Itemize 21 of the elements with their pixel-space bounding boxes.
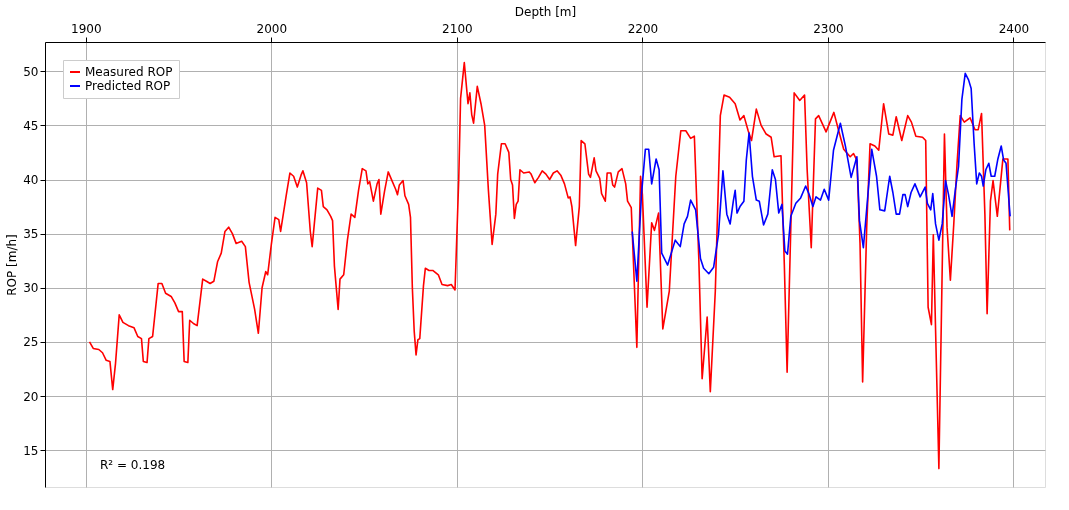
x-axis-title: Depth [m] (514, 4, 577, 19)
y-tick-label: 15 (23, 443, 39, 458)
legend-label: Measured ROP (85, 65, 173, 79)
annotation: R² = 0.198 (100, 458, 166, 472)
line-series (631, 72, 1011, 283)
y-tick-label: 20 (23, 389, 39, 404)
x-tick-label: 2100 (442, 21, 473, 36)
y-tick-label: 30 (23, 281, 39, 296)
line-series (88, 61, 1011, 470)
y-tick-label: 45 (23, 118, 39, 133)
x-tick-label: 2300 (813, 21, 844, 36)
y-tick-label: 35 (23, 227, 39, 242)
y-tick-label: 50 (23, 64, 39, 79)
x-tick-label: 2200 (627, 21, 659, 36)
y-tick-label: 25 (23, 335, 39, 350)
legend-label: Predicted ROP (85, 79, 171, 93)
y-tick-label: 40 (23, 173, 39, 188)
x-tick-label: 1900 (71, 21, 102, 36)
y-axis-title: ROP [m/h] (5, 234, 20, 296)
x-tick-label: 2000 (256, 21, 288, 36)
x-tick-label: 2400 (998, 21, 1030, 36)
